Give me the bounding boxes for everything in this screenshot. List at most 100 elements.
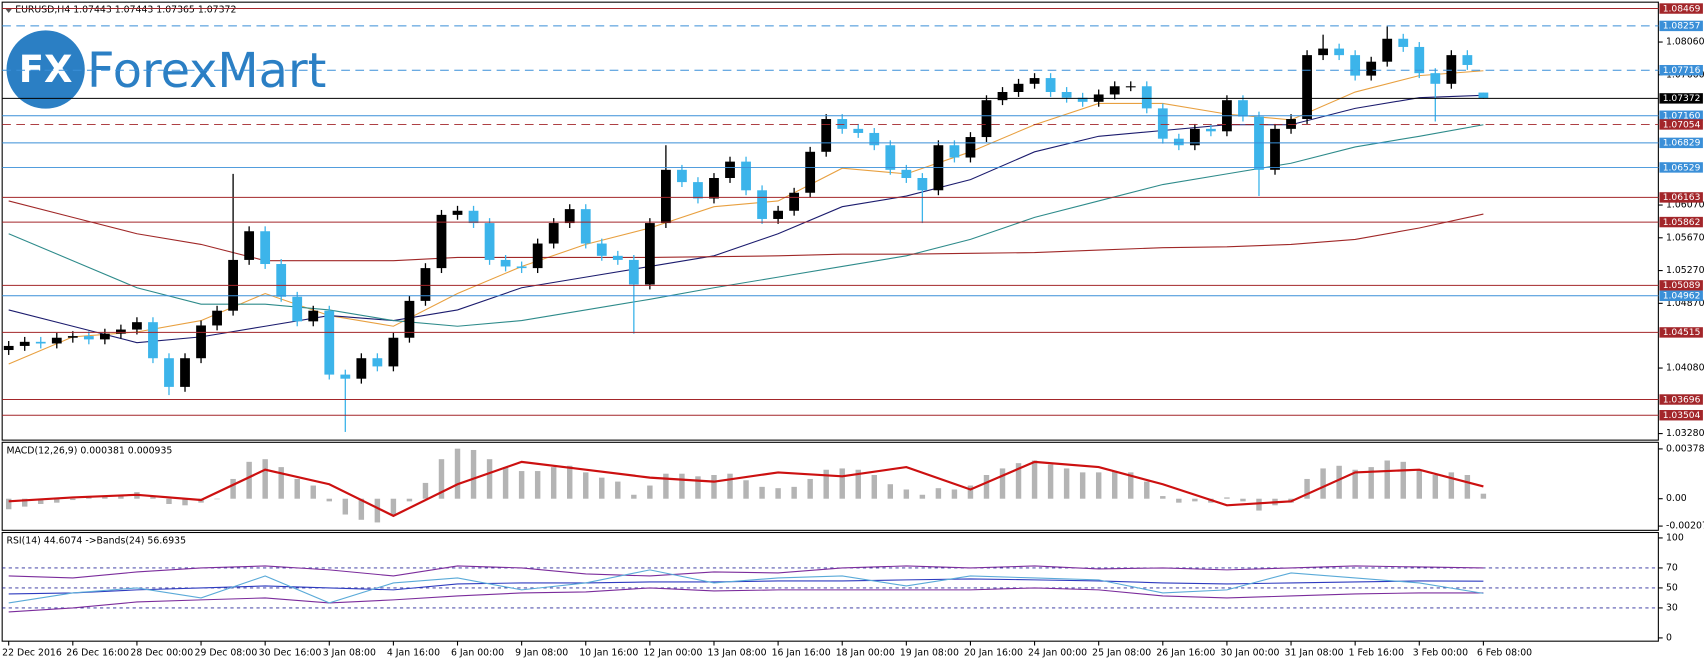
level-label: 1.07716 <box>1663 66 1701 76</box>
candle-body <box>340 374 351 379</box>
level-label: 1.08469 <box>1663 4 1701 14</box>
histogram-bar <box>1368 467 1374 499</box>
candle-body <box>1061 91 1072 98</box>
histogram-bar <box>759 486 765 499</box>
candle-body <box>1398 38 1409 47</box>
level-label-box <box>1659 216 1703 228</box>
candle-body <box>67 336 78 338</box>
y-tick-label: 1.04080 <box>1666 363 1704 374</box>
y-tick-label: 1.08060 <box>1666 37 1704 48</box>
candle-body <box>212 310 222 326</box>
candle-body <box>1318 48 1328 56</box>
candle-body <box>869 132 880 146</box>
level-label-box <box>1659 280 1703 291</box>
histogram-bar <box>919 494 926 499</box>
histogram-bar <box>1240 498 1246 502</box>
histogram-bar <box>1304 478 1310 499</box>
candle-body <box>164 358 174 387</box>
macd-panel-frame <box>1 441 1659 531</box>
candle-body <box>1109 86 1120 95</box>
histogram-bar <box>903 489 910 499</box>
y-tick-label: 50 <box>1666 582 1678 593</box>
histogram-bar <box>118 494 124 499</box>
histogram-bar <box>374 498 381 523</box>
histogram-bar <box>1031 460 1038 499</box>
level-label: 1.04962 <box>1663 292 1701 302</box>
price-panel-frame <box>1 1 1659 441</box>
x-tick-label: 31 Jan 08:00 <box>1285 648 1344 659</box>
histogram-bar <box>1128 472 1134 499</box>
candle-body <box>244 231 255 260</box>
candle-body <box>1045 78 1056 92</box>
histogram-bar <box>887 484 894 499</box>
y-tick-label: 0.00 <box>1666 493 1687 504</box>
x-tick-label: 25 Jan 08:00 <box>1092 648 1151 659</box>
level-label: 1.07054 <box>1663 120 1701 130</box>
candle-body <box>372 358 383 367</box>
candle-body <box>180 358 190 387</box>
histogram-bar <box>647 485 653 499</box>
histogram-bar <box>1352 469 1358 499</box>
y-tick-label: 1.05270 <box>1666 265 1704 276</box>
x-tick-label: 26 Jan 16:00 <box>1156 648 1215 659</box>
candle-body <box>757 190 767 219</box>
candle-body <box>1013 83 1024 92</box>
candle-body <box>404 300 415 338</box>
x-tick-label: 26 Dec 16:00 <box>66 648 129 659</box>
candle-body <box>1302 55 1312 120</box>
candle-body <box>837 119 848 129</box>
histogram-bar <box>1464 475 1471 499</box>
moving-average <box>8 200 1484 262</box>
histogram-bar <box>1112 471 1118 499</box>
histogram-bar <box>102 496 108 499</box>
histogram-bar <box>695 476 701 499</box>
histogram-bar <box>839 468 845 499</box>
histogram-bar <box>583 472 589 499</box>
histogram-bar <box>230 478 236 499</box>
candle-body <box>132 322 142 330</box>
level-label: 1.03504 <box>1663 411 1701 421</box>
candle-body <box>1334 48 1345 56</box>
x-tick-label: 3 Feb 00:00 <box>1413 648 1468 659</box>
histogram-bar <box>246 461 252 499</box>
histogram-bar <box>406 498 413 502</box>
candle-body <box>1270 128 1280 170</box>
candle-body <box>19 341 30 346</box>
histogram-bar <box>599 477 605 499</box>
candle-body <box>83 336 94 340</box>
histogram-bar <box>1256 498 1262 511</box>
level-label-box <box>1659 93 1703 104</box>
histogram-bar <box>278 467 284 499</box>
rsi-title: RSI(14) 44.6074 ->Bands(24) 56.6935 <box>7 536 187 547</box>
level-label-box <box>1659 20 1703 32</box>
level-label-box <box>1659 162 1703 173</box>
candle-body <box>116 329 126 334</box>
level-label: 1.06829 <box>1663 139 1701 149</box>
x-tick-label: 16 Jan 16:00 <box>772 648 831 659</box>
candle-body <box>1189 128 1200 146</box>
candle-body <box>436 214 447 269</box>
rsi-panel-frame <box>1 531 1659 642</box>
histogram-bar <box>1063 468 1070 499</box>
candle-body <box>821 119 832 152</box>
histogram-bar <box>550 467 557 499</box>
moving-average <box>8 70 1484 365</box>
candle-body <box>51 337 62 344</box>
level-label: 1.03696 <box>1663 395 1701 405</box>
x-tick-label: 9 Jan 08:00 <box>515 648 568 659</box>
y-tick-label: 0.003781 <box>1666 443 1704 454</box>
logo-text: ForexMart <box>87 44 326 99</box>
candle-body <box>452 210 463 215</box>
x-tick-label: 20 Jan 16:00 <box>964 648 1023 659</box>
candle-body <box>484 223 495 260</box>
symbol-icon <box>5 8 12 14</box>
candle-body <box>1350 55 1361 76</box>
level-label: 1.07160 <box>1663 112 1701 122</box>
level-label-box <box>1659 327 1703 338</box>
x-tick-label: 6 Feb 08:00 <box>1477 648 1532 659</box>
histogram-bar <box>358 498 365 520</box>
candle-body <box>276 264 287 297</box>
candle-body <box>1173 138 1184 146</box>
candle-body <box>35 341 46 344</box>
histogram-bar <box>743 480 749 499</box>
